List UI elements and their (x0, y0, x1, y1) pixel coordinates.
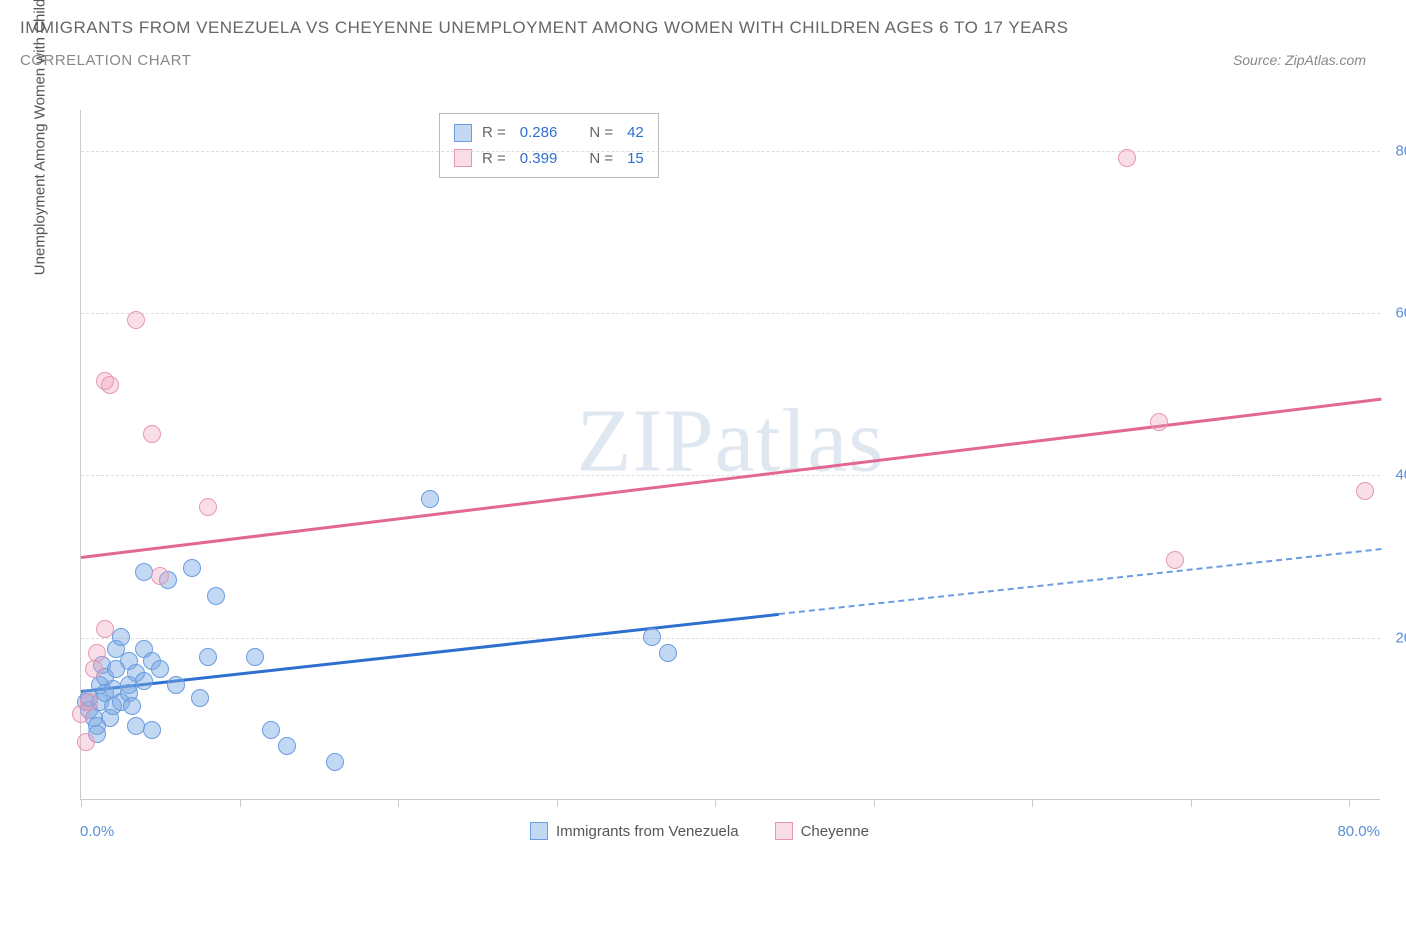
data-point (659, 644, 677, 662)
chart-container: Unemployment Among Women with Children A… (50, 110, 1390, 850)
grid-line (81, 638, 1380, 639)
legend-item: Cheyenne (775, 822, 869, 840)
stat-n-value: 15 (627, 146, 644, 172)
x-tick (557, 799, 558, 807)
stat-n-label: N = (589, 120, 613, 146)
x-tick (398, 799, 399, 807)
data-point (101, 376, 119, 394)
data-point (80, 693, 98, 711)
chart-title: IMMIGRANTS FROM VENEZUELA VS CHEYENNE UN… (20, 18, 1386, 38)
chart-header: IMMIGRANTS FROM VENEZUELA VS CHEYENNE UN… (0, 0, 1406, 69)
y-tick-label: 80.0% (1395, 142, 1406, 159)
legend-item: Immigrants from Venezuela (530, 822, 739, 840)
data-point (151, 660, 169, 678)
stat-r-value: 0.399 (520, 146, 558, 172)
x-axis-end-label: 80.0% (1337, 823, 1380, 840)
y-tick-label: 20.0% (1395, 629, 1406, 646)
data-point (262, 721, 280, 739)
x-tick (1032, 799, 1033, 807)
legend-label: Cheyenne (801, 823, 869, 840)
x-axis-start-label: 0.0% (80, 823, 114, 840)
y-tick-label: 60.0% (1395, 304, 1406, 321)
data-point (77, 733, 95, 751)
y-tick-label: 40.0% (1395, 467, 1406, 484)
legend-label: Immigrants from Venezuela (556, 823, 739, 840)
x-tick (1191, 799, 1192, 807)
stat-n-value: 42 (627, 120, 644, 146)
data-point (183, 559, 201, 577)
legend-swatch (454, 124, 472, 142)
data-point (96, 620, 114, 638)
data-point (278, 737, 296, 755)
trend-line (81, 398, 1381, 559)
stat-r-value: 0.286 (520, 120, 558, 146)
stats-row: R = 0.286 N = 42 (454, 120, 644, 146)
legend-swatch (530, 822, 548, 840)
stat-r-label: R = (482, 146, 506, 172)
data-point (246, 648, 264, 666)
data-point (1118, 149, 1136, 167)
legend-bottom: Immigrants from Venezuela Cheyenne (530, 822, 869, 840)
data-point (112, 628, 130, 646)
stats-row: R = 0.399 N = 15 (454, 146, 644, 172)
data-point (151, 567, 169, 585)
data-point (123, 697, 141, 715)
data-point (199, 498, 217, 516)
plot-area: ZIPatlas R =0.286N =42R =0.399N =15 20.0… (80, 110, 1380, 800)
data-point (88, 644, 106, 662)
data-point (326, 753, 344, 771)
data-point (127, 311, 145, 329)
data-point (1150, 413, 1168, 431)
stat-r-label: R = (482, 120, 506, 146)
stat-n-label: N = (589, 146, 613, 172)
data-point (167, 676, 185, 694)
stats-box: R = 0.286 N = 42 R = 0.399 N = 15 (439, 113, 659, 178)
data-point (643, 628, 661, 646)
legend-swatch (775, 822, 793, 840)
subtitle-row: CORRELATION CHART Source: ZipAtlas.com (20, 52, 1386, 69)
x-tick (240, 799, 241, 807)
data-point (421, 490, 439, 508)
trend-line (778, 548, 1381, 615)
x-tick (1349, 799, 1350, 807)
grid-line (81, 313, 1380, 314)
data-point (207, 587, 225, 605)
data-point (85, 660, 103, 678)
data-point (143, 425, 161, 443)
data-point (199, 648, 217, 666)
data-point (1166, 551, 1184, 569)
y-axis-label: Unemployment Among Women with Children A… (32, 0, 49, 275)
data-point (191, 689, 209, 707)
source-credit: Source: ZipAtlas.com (1233, 52, 1366, 68)
x-tick (715, 799, 716, 807)
legend-swatch (454, 149, 472, 167)
data-point (135, 672, 153, 690)
x-tick (81, 799, 82, 807)
data-point (1356, 482, 1374, 500)
grid-line (81, 151, 1380, 152)
data-point (143, 721, 161, 739)
x-tick (874, 799, 875, 807)
